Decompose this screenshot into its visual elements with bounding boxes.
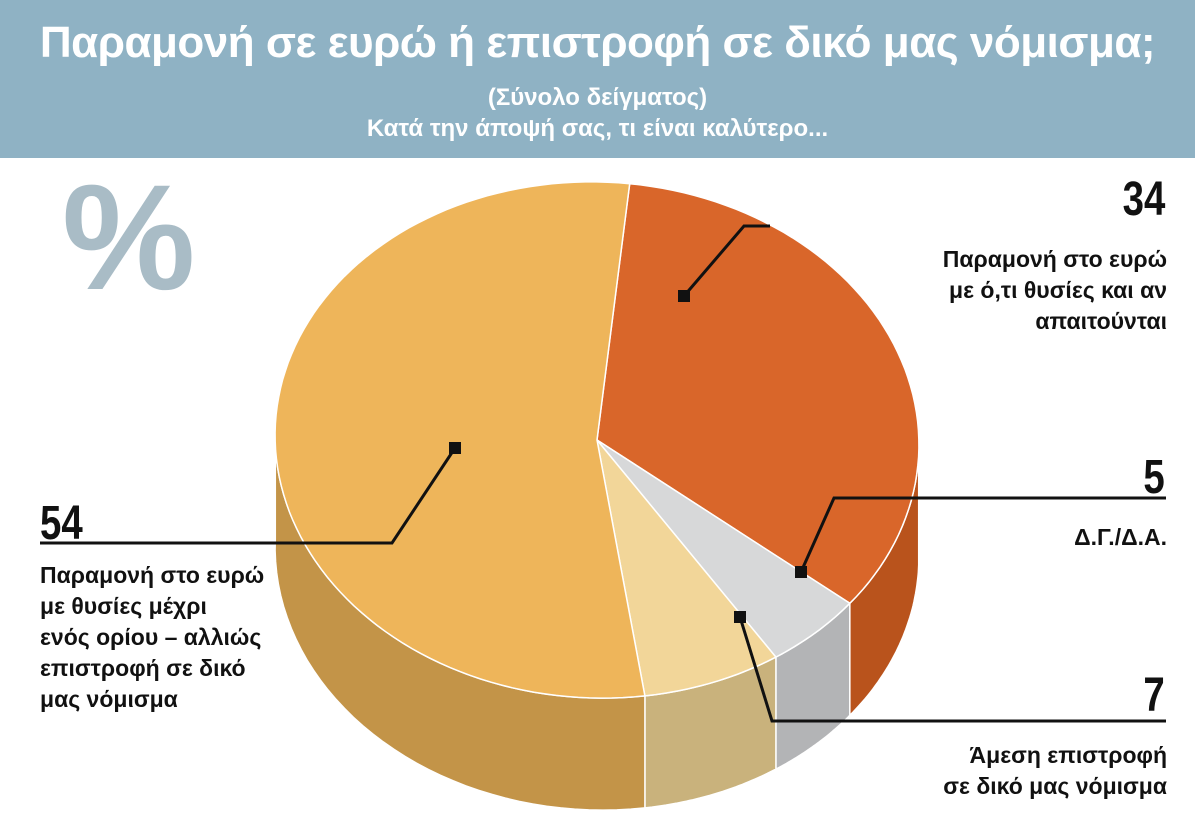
slice-label-line: Παραμονή στο ευρώ (942, 246, 1167, 272)
chart-question: Κατά την άποψή σας, τι είναι καλύτερο... (366, 115, 829, 142)
value-label-34: 34 (1122, 173, 1165, 226)
leader-line-5 (799, 496, 1166, 573)
leader-marker-5 (795, 566, 807, 578)
leader-marker-34 (678, 290, 690, 302)
chart-header: Παραμονή σε ευρώ ή επιστροφή σε δικό μας… (0, 0, 1195, 158)
slice-label-5: Δ.Γ./Δ.Α. (1074, 522, 1167, 553)
slice-label-line: ενός ορίου – αλλιώς (40, 624, 262, 650)
value-label-5: 5 (1143, 451, 1165, 504)
slice-label-34: Παραμονή στο ευρώ με ό,τι θυσίες και αν … (943, 244, 1167, 337)
slice-label-54: Παραμονή στο ευρώ με θυσίες μέχρι ενός ο… (40, 560, 264, 715)
slice-label-line: Άμεση επιστροφή (969, 742, 1167, 768)
slice-label-line: σε δικό μας νόμισμα (943, 773, 1167, 799)
chart-title: Παραμονή σε ευρώ ή επιστροφή σε δικό μας… (39, 18, 1156, 67)
slice-label-line: με ό,τι θυσίες και αν (949, 277, 1167, 303)
slice-label-line: επιστροφή σε δικό (40, 655, 246, 681)
leader-marker-7 (734, 611, 746, 623)
pie-slice-54 (274, 181, 646, 699)
pie-slice-7 (596, 439, 778, 697)
chart-subtitle: (Σύνολο δείγματος) (487, 84, 708, 111)
slice-label-line: με θυσίες μέχρι (40, 593, 207, 619)
value-label-7: 7 (1143, 669, 1165, 722)
value-label-54: 54 (40, 497, 83, 550)
percent-sign: % (62, 153, 196, 321)
pie-slice-5 (596, 439, 851, 659)
leader-line-54 (40, 447, 457, 545)
leader-line-34 (682, 224, 770, 297)
slice-label-line: απαιτούνται (1035, 308, 1167, 334)
leader-marker-54 (449, 442, 461, 454)
slice-label-7: Άμεση επιστροφή σε δικό μας νόμισμα (943, 740, 1167, 802)
slice-label-line: μας νόμισμα (40, 686, 178, 712)
slice-label-line: Δ.Γ./Δ.Α. (1074, 524, 1167, 550)
leader-line-7 (738, 616, 1166, 723)
slice-label-line: Παραμονή στο ευρώ (40, 562, 265, 588)
